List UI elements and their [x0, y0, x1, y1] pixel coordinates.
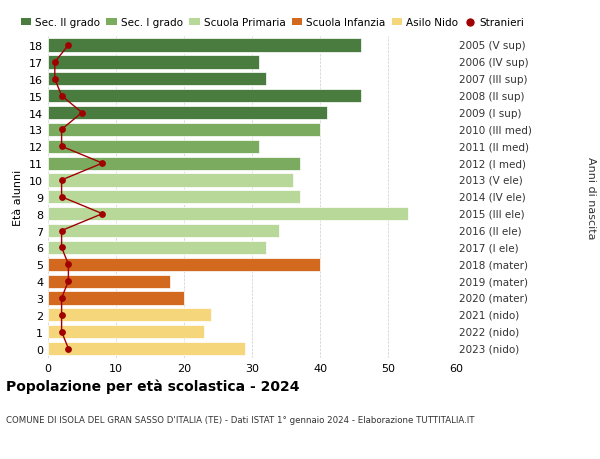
Bar [48, 224, 279, 238]
Point [57, 194, 67, 201]
Text: 2012 (I med): 2012 (I med) [459, 159, 526, 169]
Text: 2008 (II sup): 2008 (II sup) [459, 91, 524, 101]
Y-axis label: Età alunni: Età alunni [13, 169, 23, 225]
Point [50, 76, 59, 83]
Bar [48, 191, 299, 204]
Text: 2020 (mater): 2020 (mater) [459, 293, 528, 303]
Point [77, 110, 87, 117]
Text: 2016 (II ele): 2016 (II ele) [459, 226, 521, 236]
Bar [48, 275, 170, 288]
Text: 2005 (V sup): 2005 (V sup) [459, 41, 526, 51]
Point [57, 295, 67, 302]
Point [98, 160, 107, 168]
Point [57, 227, 67, 235]
Text: 2019 (mater): 2019 (mater) [459, 276, 528, 286]
Bar [48, 325, 205, 338]
Text: 2007 (III sup): 2007 (III sup) [459, 75, 527, 84]
Point [98, 211, 107, 218]
Point [57, 143, 67, 151]
Point [64, 42, 73, 50]
Bar [48, 258, 320, 271]
Text: Anni di nascita: Anni di nascita [586, 156, 596, 239]
Text: 2009 (I sup): 2009 (I sup) [459, 108, 521, 118]
Bar [48, 123, 320, 137]
Point [50, 59, 59, 67]
Text: 2014 (IV ele): 2014 (IV ele) [459, 192, 526, 202]
Bar [48, 342, 245, 355]
Text: 2006 (IV sup): 2006 (IV sup) [459, 58, 529, 68]
Bar [48, 73, 266, 86]
Point [57, 312, 67, 319]
Point [57, 177, 67, 184]
Bar [48, 106, 327, 120]
Text: 2011 (II med): 2011 (II med) [459, 142, 529, 152]
Point [64, 261, 73, 269]
Bar [48, 174, 293, 187]
Bar [48, 39, 361, 52]
Bar [48, 207, 409, 221]
Bar [48, 292, 184, 305]
Bar [48, 241, 266, 254]
Point [64, 278, 73, 285]
Point [57, 126, 67, 134]
Text: 2023 (nido): 2023 (nido) [459, 344, 519, 354]
Text: COMUNE DI ISOLA DEL GRAN SASSO D'ITALIA (TE) - Dati ISTAT 1° gennaio 2024 - Elab: COMUNE DI ISOLA DEL GRAN SASSO D'ITALIA … [6, 415, 475, 425]
Text: 2022 (nido): 2022 (nido) [459, 327, 519, 337]
Text: 2017 (I ele): 2017 (I ele) [459, 243, 518, 253]
Point [64, 345, 73, 353]
Bar [48, 308, 211, 322]
Point [57, 93, 67, 100]
Bar [48, 56, 259, 69]
Text: 2021 (nido): 2021 (nido) [459, 310, 519, 320]
Bar [48, 157, 299, 170]
Text: 2015 (III ele): 2015 (III ele) [459, 209, 524, 219]
Text: 2010 (III med): 2010 (III med) [459, 125, 532, 135]
Text: Popolazione per età scolastica - 2024: Popolazione per età scolastica - 2024 [6, 379, 299, 393]
Bar [48, 90, 361, 103]
Text: 2013 (V ele): 2013 (V ele) [459, 175, 523, 185]
Bar [48, 140, 259, 153]
Point [57, 328, 67, 336]
Text: 2018 (mater): 2018 (mater) [459, 260, 528, 269]
Legend: Sec. II grado, Sec. I grado, Scuola Primaria, Scuola Infanzia, Asilo Nido, Stran: Sec. II grado, Sec. I grado, Scuola Prim… [20, 18, 524, 28]
Point [57, 244, 67, 252]
